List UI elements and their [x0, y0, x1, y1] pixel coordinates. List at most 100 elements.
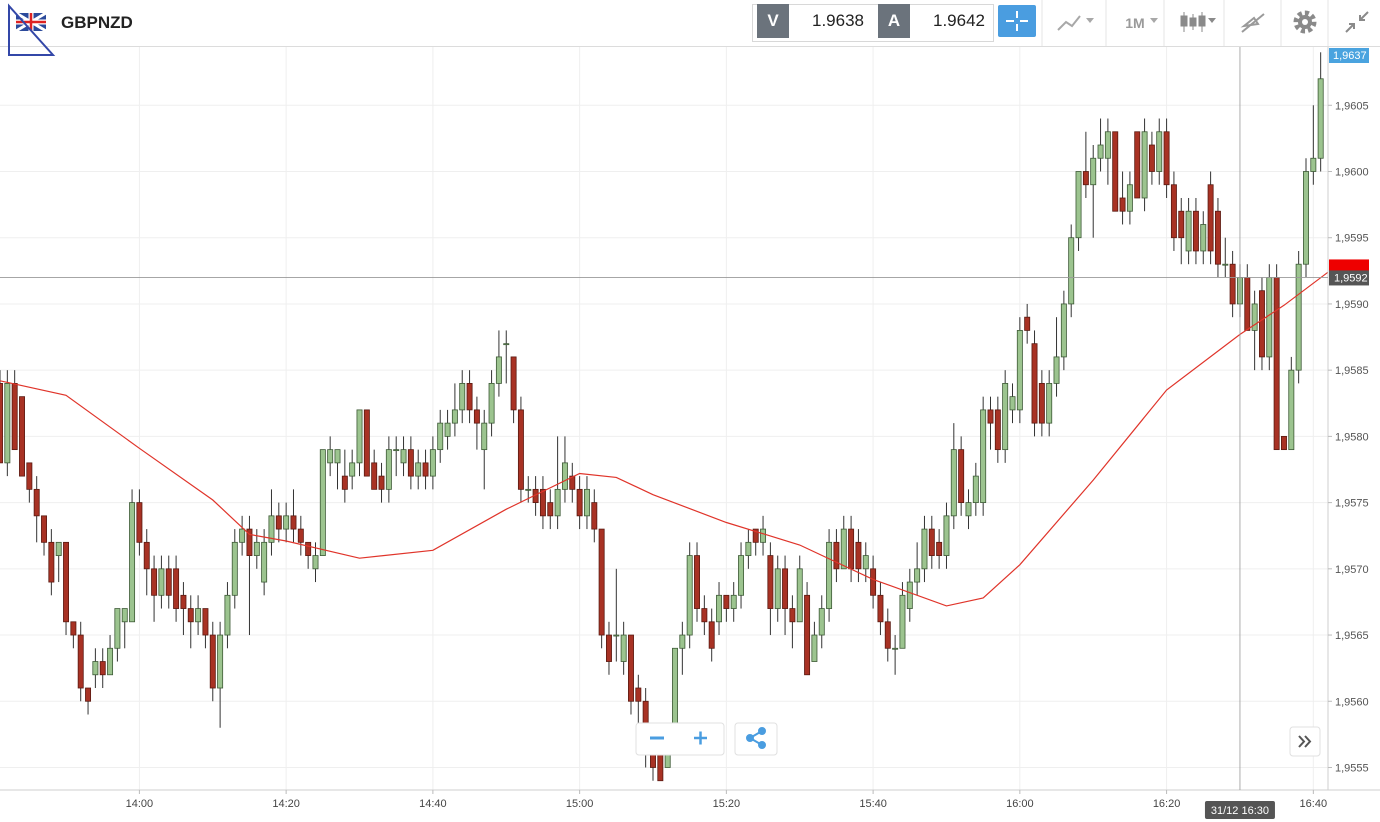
candle-body	[936, 541, 943, 556]
candle-body	[1126, 184, 1133, 212]
chart-type-button[interactable]	[1057, 15, 1094, 31]
bid-price[interactable]: 1.9638	[812, 11, 864, 30]
candle-body	[870, 568, 877, 596]
candle-body	[195, 608, 202, 623]
candle-body	[826, 541, 833, 609]
candle-body	[1024, 316, 1031, 331]
candle-body	[1156, 131, 1163, 172]
candle-body	[187, 608, 194, 623]
zoom-controls	[635, 722, 1321, 757]
candle-body	[1082, 171, 1089, 186]
candle-body	[1009, 396, 1016, 411]
candle-body	[253, 541, 260, 556]
candle-body	[451, 409, 458, 424]
candle-body	[503, 343, 510, 346]
candle-body	[1141, 131, 1148, 199]
candle-body	[980, 409, 987, 504]
candle-body	[525, 488, 532, 491]
timeframe-caret[interactable]	[1150, 18, 1158, 23]
crosshair-button[interactable]	[998, 5, 1036, 37]
draw-button[interactable]	[1240, 13, 1265, 33]
y-tick-label: 1,9590	[1335, 299, 1369, 311]
candle-body	[1170, 184, 1177, 239]
candle-body	[1148, 144, 1155, 172]
candle-body	[789, 608, 796, 623]
candle-body	[415, 462, 422, 477]
candle-body	[385, 449, 392, 490]
candle-body	[99, 661, 106, 676]
candle-body	[892, 647, 899, 650]
share-button[interactable]	[734, 722, 778, 756]
candle-body	[738, 555, 745, 596]
candle-body	[1200, 224, 1207, 252]
candle-body	[899, 594, 906, 649]
candle-type-button[interactable]	[1180, 12, 1216, 32]
candle-body	[730, 594, 737, 609]
candle-body	[107, 647, 114, 676]
candle-body	[305, 541, 312, 556]
x-tick-label: 16:40	[1300, 798, 1328, 810]
candle-body	[209, 634, 216, 689]
candle-body	[855, 541, 862, 570]
timeframe[interactable]: 1M	[1125, 15, 1145, 31]
y-tick-label: 1,9580	[1335, 431, 1369, 443]
ask-price[interactable]: 1.9642	[933, 11, 985, 30]
candle-body	[818, 608, 825, 636]
x-tick-label: 15:20	[713, 798, 741, 810]
candle-body	[965, 502, 972, 517]
candle-body	[261, 541, 268, 583]
candle-body	[33, 488, 40, 517]
candle-body	[1053, 356, 1060, 384]
candle-body	[0, 383, 3, 464]
candle-body	[466, 383, 473, 411]
candle-body	[906, 581, 913, 609]
candle-body	[363, 409, 370, 477]
candle-body	[723, 594, 730, 609]
candle-body	[635, 687, 642, 702]
candle-body	[55, 541, 62, 556]
candle-body	[319, 449, 326, 556]
candle-body	[510, 356, 517, 411]
candle-body	[341, 475, 348, 490]
x-tick-label: 16:20	[1153, 798, 1181, 810]
candle-body	[1090, 157, 1097, 186]
candle-body	[349, 462, 356, 477]
symbol: GBPNZD	[61, 13, 133, 32]
settings-button[interactable]	[1293, 10, 1317, 34]
candle-body	[620, 634, 627, 662]
candle-body	[811, 634, 818, 662]
candle-body	[561, 462, 568, 490]
zoom-in[interactable]	[694, 731, 707, 745]
candle-body	[224, 594, 231, 636]
candle-body	[231, 541, 238, 596]
candle-body	[848, 528, 855, 570]
candle-body	[547, 502, 554, 517]
candle-body	[591, 502, 598, 530]
candle-body	[488, 383, 495, 424]
candle-body	[136, 502, 143, 543]
candle-body	[576, 488, 583, 517]
crosshair-time-tag	[1204, 801, 1275, 819]
collapse-button[interactable]	[1345, 11, 1369, 33]
candle-body	[1222, 263, 1229, 266]
candle-body	[173, 568, 180, 609]
candle-body	[1112, 131, 1119, 212]
candle-body	[371, 462, 378, 490]
crosshair-time-label: 31/12 16:30	[1211, 805, 1269, 817]
x-tick-label: 14:40	[419, 798, 447, 810]
candle-body	[833, 541, 840, 570]
candle-body	[569, 475, 576, 490]
candle-body	[334, 449, 341, 464]
candle-body	[1104, 131, 1111, 159]
y-tick-label: 1,9595	[1335, 233, 1369, 245]
candle-body	[884, 621, 891, 649]
candle-body	[1317, 78, 1324, 159]
candle-body	[1251, 303, 1258, 331]
candle-body	[70, 621, 77, 636]
candle-body	[180, 594, 187, 609]
candle-body	[517, 409, 524, 490]
candle-body	[950, 449, 957, 517]
candle-body	[760, 528, 767, 543]
y-tick-label: 1,9570	[1335, 564, 1369, 576]
